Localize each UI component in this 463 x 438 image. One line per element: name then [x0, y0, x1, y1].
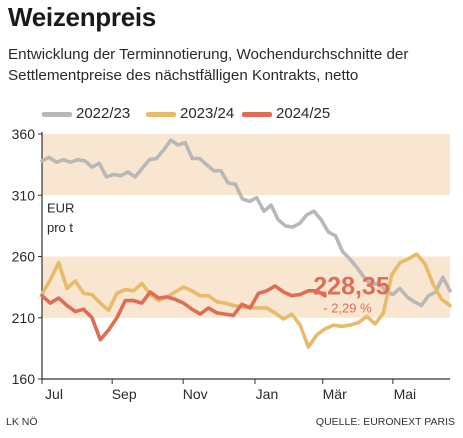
y-tick-label-310: 310 — [12, 187, 36, 203]
legend-swatch-2024-25 — [242, 112, 272, 117]
chart-band-1 — [42, 134, 450, 196]
unit-label-line1: EUR — [47, 200, 74, 215]
x-tick-label-5: Mai — [394, 386, 417, 402]
annotation-value: 228,35 — [313, 272, 390, 300]
x-tick-label-0: Jul — [45, 386, 63, 402]
legend-label-2023-24: 2023/24 — [180, 105, 235, 122]
legend-swatch-2023-24 — [146, 112, 176, 117]
footer-source-right: QUELLE: EURONEXT PARIS — [315, 416, 455, 428]
x-tick-label-2: Nov — [183, 386, 208, 402]
y-tick-label-160: 160 — [12, 371, 36, 387]
chart-subtitle: Entwicklung der Terminnotierung, Wochend… — [8, 46, 409, 84]
series-line-2022-23 — [40, 138, 452, 308]
legend-label-2022-23: 2022/23 — [76, 105, 131, 122]
y-tick-label-360: 360 — [12, 126, 36, 142]
x-tick-label-3: Jan — [256, 386, 279, 402]
chart-labels: 160 210 260 310 360 Jul Sep Nov Jan Mär Mai EUR pro … — [12, 126, 417, 402]
unit-label-line2: pro t — [47, 220, 73, 235]
chart-series — [40, 138, 452, 349]
x-tick-label-1: Sep — [112, 386, 137, 402]
series-line-2024-25 — [40, 284, 327, 342]
footer-source-left: LK NÖ — [6, 416, 38, 428]
legend-label-2024-25: 2024/25 — [276, 105, 331, 122]
y-tick-label-260: 260 — [12, 249, 36, 265]
x-tick-label-4: Mär — [323, 386, 347, 402]
annotation-change: - 2,29 % — [323, 300, 372, 315]
chart-axes — [38, 132, 450, 384]
y-tick-label-210: 210 — [12, 310, 36, 326]
legend-swatch-2022-23 — [42, 112, 72, 117]
chart-title: Weizenpreis — [8, 2, 156, 32]
